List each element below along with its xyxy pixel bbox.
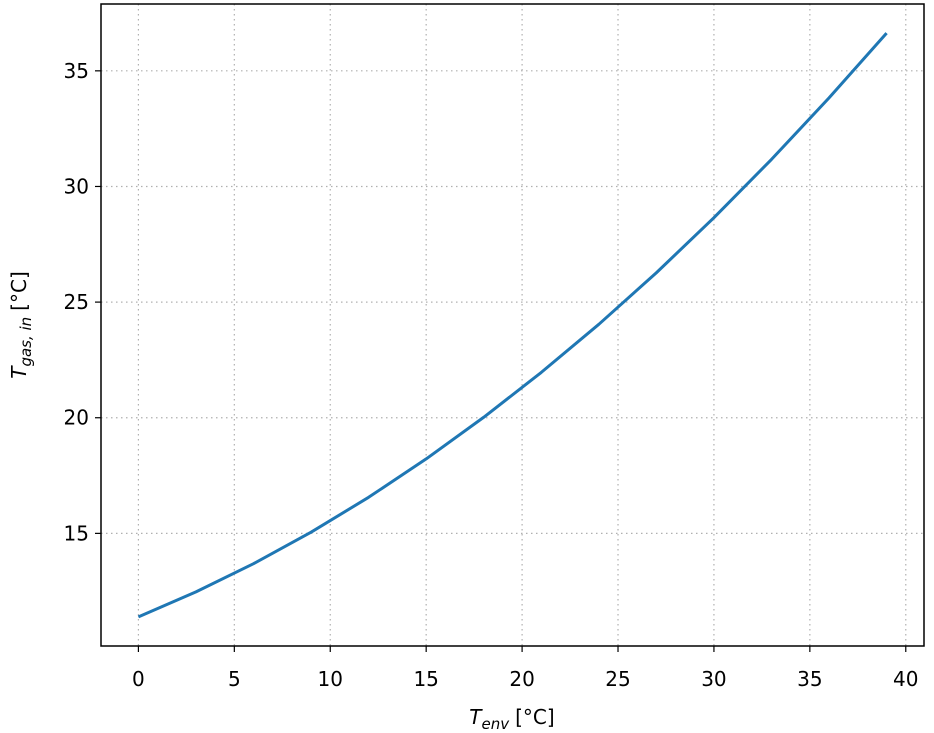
- x-tick-label: 20: [509, 667, 534, 691]
- x-axis-label: Tenv [°C]: [469, 705, 554, 733]
- y-axis-label: Tgas, in [°C]: [7, 271, 35, 379]
- y-tick-label: 15: [64, 521, 89, 545]
- y-label-sub: gas, in: [17, 317, 35, 367]
- x-tick-label: 10: [318, 667, 343, 691]
- x-tick-label: 40: [893, 667, 918, 691]
- x-label-sub: env: [482, 715, 511, 733]
- x-tick-label: 25: [605, 667, 630, 691]
- y-tick-label: 20: [64, 406, 89, 430]
- x-tick-label: 35: [797, 667, 822, 691]
- x-label-main: T: [469, 705, 483, 729]
- y-tick-label: 35: [64, 59, 89, 83]
- x-tick-label: 0: [132, 667, 145, 691]
- data-line: [137, 32, 888, 619]
- y-label-main: T: [7, 365, 31, 379]
- x-label-unit: [°C]: [515, 705, 555, 729]
- grid: [101, 4, 924, 646]
- y-tick-label: 25: [64, 290, 89, 314]
- plot-area: [137, 32, 888, 619]
- x-tick-label: 15: [413, 667, 438, 691]
- y-tick-label: 30: [64, 174, 89, 198]
- x-tick-label: 5: [228, 667, 241, 691]
- x-tick-label: 30: [701, 667, 726, 691]
- axes-frame: [100, 3, 925, 647]
- y-label-unit: [°C]: [7, 271, 31, 311]
